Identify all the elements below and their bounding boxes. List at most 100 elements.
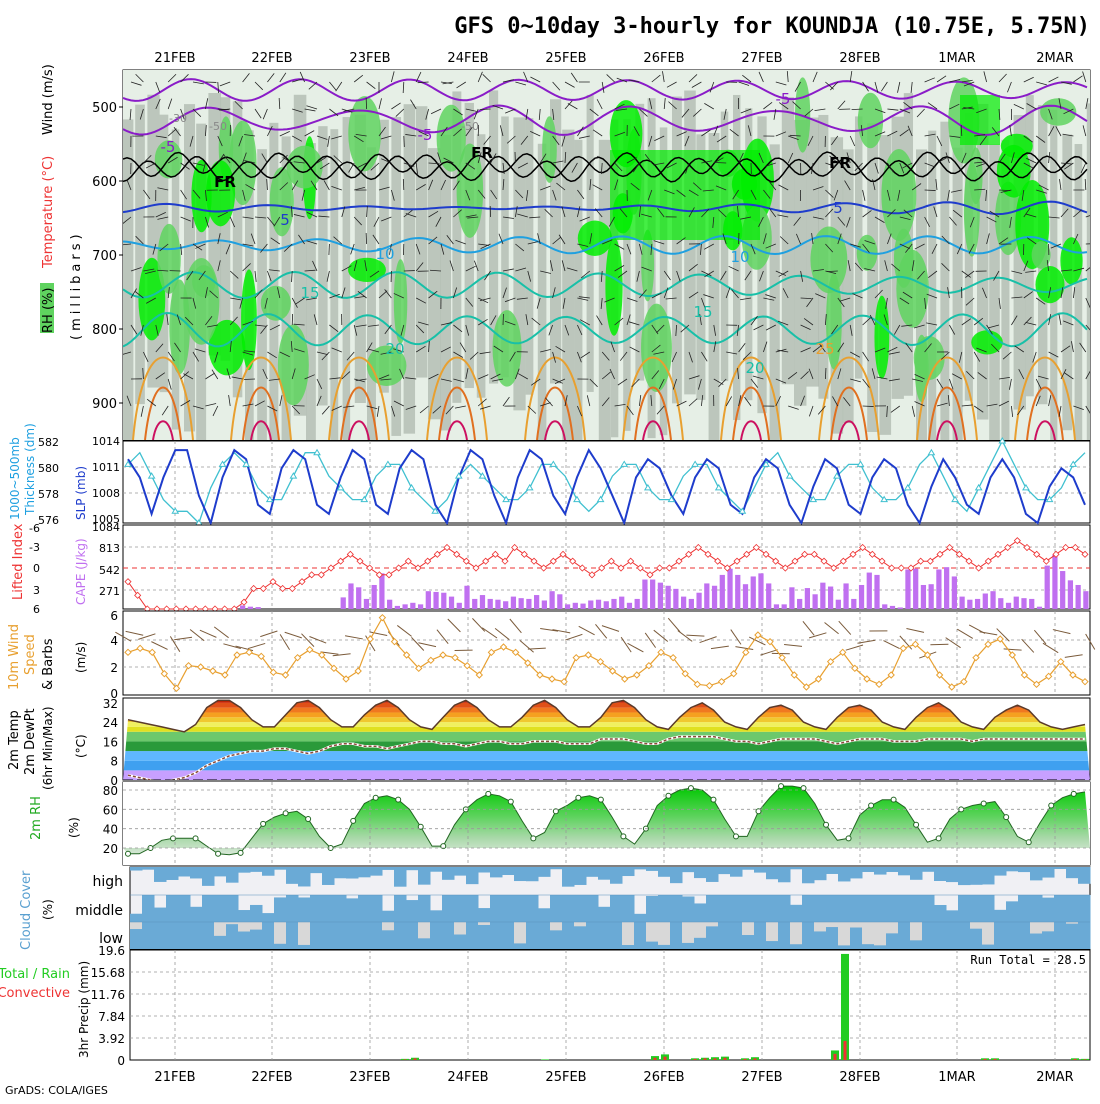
barb <box>715 162 726 163</box>
contour-label-10: 15 <box>300 284 319 302</box>
cloud-low-bar <box>1066 924 1079 949</box>
cloud-low-bar <box>802 922 815 949</box>
precip-conv-bar <box>744 1059 747 1060</box>
cape-bar <box>464 586 469 609</box>
cloud-high-bar <box>466 867 479 884</box>
rh-green-blob <box>286 146 322 189</box>
cloud-mid-bar <box>286 895 299 922</box>
rh-green-blob <box>278 325 309 406</box>
cape-bar <box>1076 585 1081 609</box>
cloud-high-bar <box>682 867 695 872</box>
cloud-high-bar <box>298 867 311 886</box>
cloud-mid-bar <box>814 895 827 922</box>
slp-label: SLP (mb) <box>74 466 88 520</box>
cloud-mid-bar <box>1066 895 1079 922</box>
contour-label-17: -50 <box>461 120 479 133</box>
precip-ytick-5: 0 <box>117 1054 125 1068</box>
cloud-high-bar <box>334 867 347 878</box>
cloud-low-bar <box>154 922 167 949</box>
cape-bar <box>913 569 918 609</box>
top-date-2: 23FEB <box>349 51 390 66</box>
cape-bar <box>820 583 825 609</box>
contour-label-2: -5 <box>161 138 176 156</box>
cape-bar <box>364 599 369 609</box>
cloud-mid-bar <box>694 903 707 922</box>
cloud-low-bar <box>838 945 851 949</box>
cloud-low-bar <box>238 932 251 949</box>
cape-bar <box>1021 598 1026 609</box>
cloud-high-bar <box>754 867 767 873</box>
cloud-low-bar <box>250 930 263 949</box>
cloud-mid-bar <box>778 895 791 922</box>
temp-label: Temperature (°C) <box>41 156 56 269</box>
slp-ytick-r-2: 1008 <box>92 487 120 500</box>
li-ytick-2: 0 <box>33 562 40 575</box>
cloud-mid-bar <box>130 914 143 922</box>
cloud-low-bar <box>1006 922 1019 949</box>
cloud-mid-bar <box>706 895 719 922</box>
cloud-high-bar <box>1042 867 1055 878</box>
cape-bar <box>410 603 415 609</box>
cape-bar <box>433 592 438 609</box>
cloud-mid-bar <box>358 895 371 922</box>
cloud-low-bar <box>310 922 323 949</box>
cloud-high-bar <box>430 867 443 872</box>
rh2m-ytick-2: 40 <box>103 823 118 837</box>
cloud-low-bar <box>214 936 227 949</box>
cloud-low-bg <box>874 922 887 949</box>
cloud-high-bar <box>1030 867 1043 880</box>
cape-bar <box>480 595 485 609</box>
bottom-date-7: 28FEB <box>839 1070 880 1085</box>
cloud-high-bar <box>322 867 335 885</box>
rh-point <box>351 818 356 823</box>
rh-point <box>666 793 671 798</box>
cloud-mid-bar <box>382 911 395 922</box>
cape-bar <box>642 580 647 609</box>
cloud-label: Cloud Cover <box>19 870 34 950</box>
cloud-high-bar <box>910 867 923 880</box>
cape-bar <box>983 594 988 609</box>
cape-bar <box>557 594 562 609</box>
cloud-high-bar <box>706 867 719 882</box>
cloud-low-bar <box>922 922 935 949</box>
cloud-low-bar <box>478 925 491 949</box>
rh-point <box>1004 815 1009 820</box>
precip-conv-bar <box>844 1041 847 1060</box>
cloud-low-bar <box>286 922 299 949</box>
cape-bar <box>905 569 910 609</box>
cape-bar <box>859 585 864 609</box>
rh-point <box>193 836 198 841</box>
cape-bar <box>789 587 794 609</box>
temp2m-label-c: (6hr Min/Max) <box>41 707 55 791</box>
cloud-high-bar <box>406 867 419 870</box>
contour-label-11: 15 <box>693 303 712 321</box>
rh-point <box>733 834 738 839</box>
cape-bar <box>743 584 748 609</box>
cloud-low-bar <box>562 922 575 949</box>
cape-bar <box>959 597 964 609</box>
cloud-low-bar <box>946 922 959 949</box>
cloud-low-bar <box>586 922 599 949</box>
p-ytick-3: 800 <box>92 323 117 338</box>
cloud-low-bar <box>634 922 647 949</box>
slp-ytick-l-2: 578 <box>38 488 59 501</box>
cloud-low-bar <box>442 922 455 949</box>
rh-point <box>1049 803 1054 808</box>
bottom-date-3: 24FEB <box>447 1070 488 1085</box>
cloud-mid-bar <box>802 895 815 922</box>
precip-ytick-1: 15.68 <box>91 966 125 980</box>
cloud-high-bar <box>346 867 359 879</box>
cloud-high-bar <box>958 867 971 885</box>
cloud-low-bar <box>658 945 671 949</box>
p-ytick-0: 500 <box>92 101 117 116</box>
cloud-high-bar <box>454 867 467 876</box>
rh-point <box>508 799 513 804</box>
rh-gray-col <box>782 97 794 384</box>
cloud-mid-bar <box>262 913 275 922</box>
rh-point <box>531 836 536 841</box>
cloud-mid-bar <box>322 895 335 922</box>
cloud-high-bar <box>286 867 299 884</box>
rh-point <box>283 811 288 816</box>
cloud-high-bar <box>1078 867 1091 884</box>
temp2m-ytick-2: 16 <box>103 735 118 749</box>
